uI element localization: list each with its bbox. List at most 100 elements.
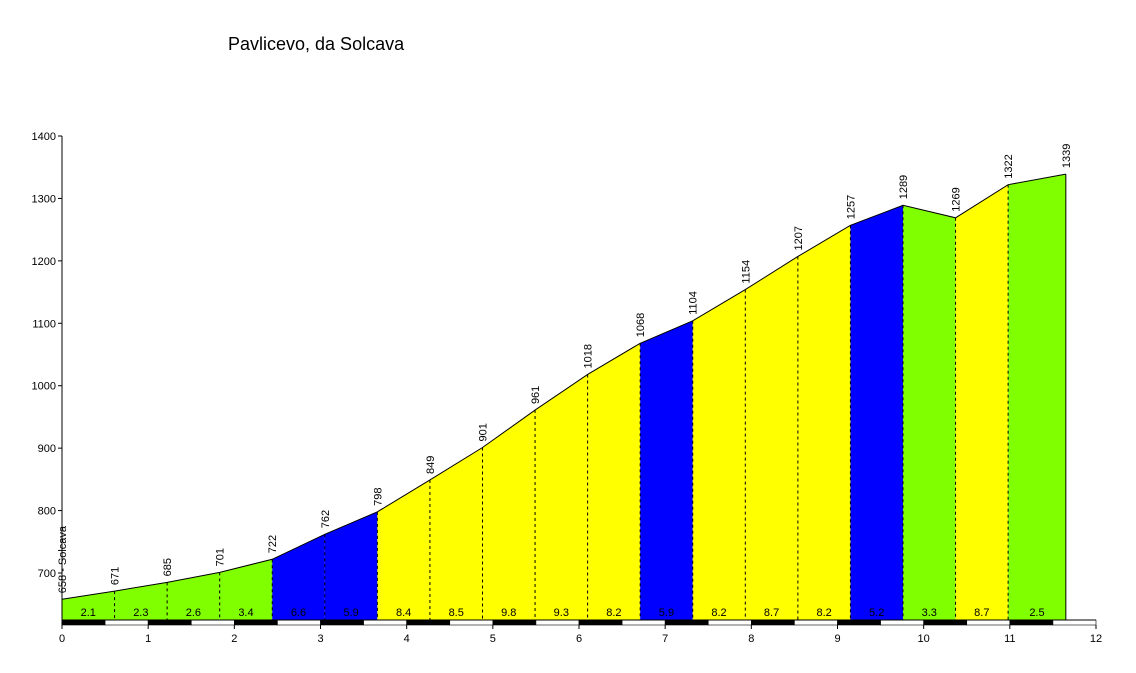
km-scale-cell xyxy=(923,619,968,626)
segment-area xyxy=(850,205,903,620)
gradient-label: 8.2 xyxy=(816,607,831,619)
km-scale-cell xyxy=(320,619,364,626)
gradient-label: 3.3 xyxy=(922,607,937,619)
elevation-label: 1154 xyxy=(740,260,752,284)
x-tick-label: 4 xyxy=(404,633,410,645)
km-scale-cell xyxy=(492,619,537,626)
gradient-label: 9.8 xyxy=(501,607,516,619)
segment-area xyxy=(114,582,168,620)
segment-area xyxy=(745,256,798,620)
km-scale-cell xyxy=(751,619,795,626)
x-tick-label: 0 xyxy=(59,633,65,645)
segment-area xyxy=(692,289,746,620)
km-scale-cell xyxy=(535,619,580,626)
segment-area xyxy=(429,447,483,620)
elevation-label: 849 xyxy=(425,456,437,474)
segment-area xyxy=(955,184,1009,621)
km-scale-cell xyxy=(966,619,1011,626)
elevation-label: 722 xyxy=(267,535,279,553)
gradient-label: 8.4 xyxy=(396,607,411,619)
profile-line xyxy=(61,173,1066,600)
x-tick-label: 8 xyxy=(748,633,754,645)
segment-area xyxy=(167,572,220,620)
elevation-label: 798 xyxy=(372,487,384,505)
km-scale-cell xyxy=(61,619,106,626)
km-scale-cell xyxy=(234,619,278,626)
segment-area xyxy=(1008,174,1066,621)
gradient-labels: 2.1 2.3 2.6 3.4 6.6 5.9 8.4 8.5 9.8 9.3 8.2 5.9 8.2 8… xyxy=(81,607,1045,619)
x-tick-label: 6 xyxy=(576,633,582,645)
km-scale-cell xyxy=(449,619,494,626)
km-scale-cell xyxy=(837,619,881,626)
km-scale-cell xyxy=(277,619,321,626)
segment-area xyxy=(219,559,273,620)
gradient-label: 8.5 xyxy=(449,607,464,619)
gradient-label: 8.2 xyxy=(606,607,621,619)
elevation-label: 1018 xyxy=(583,344,595,368)
x-tick-label: 2 xyxy=(231,633,237,645)
gradient-label: 8.7 xyxy=(764,607,779,619)
elevation-label: 901 xyxy=(477,423,489,441)
km-scale-cell xyxy=(147,619,192,626)
elevation-label: 1339 xyxy=(1061,144,1073,168)
km-scale-cell xyxy=(621,619,666,626)
segment-dividers xyxy=(114,174,1067,620)
segment-area xyxy=(62,591,115,620)
elevation-label: 685 xyxy=(162,558,174,576)
km-scale-cell xyxy=(664,619,709,626)
gradient-label: 6.6 xyxy=(291,607,306,619)
segment-area xyxy=(482,410,536,620)
y-tick-label: 1400 xyxy=(32,131,56,143)
x-tick-label: 11 xyxy=(1004,633,1015,645)
segment-area xyxy=(535,374,588,620)
elevation-label: 671 xyxy=(110,567,122,585)
gradient-label: 8.7 xyxy=(974,607,989,619)
elevation-label: 658 - Solcava xyxy=(57,525,69,593)
gradient-label: 5.9 xyxy=(343,607,358,619)
km-scale-cell xyxy=(578,619,623,626)
gradient-label: 2.6 xyxy=(186,607,201,619)
segment-area xyxy=(797,225,851,620)
km-scale-cell xyxy=(880,619,924,626)
km-scale-cell xyxy=(794,619,838,626)
y-tick-label: 1300 xyxy=(32,193,56,205)
elevation-label: 1289 xyxy=(898,175,910,199)
x-tick-label: 9 xyxy=(834,633,840,645)
y-tick-label: 800 xyxy=(38,506,56,518)
y-tick-label: 1100 xyxy=(32,318,56,330)
x-tick-label: 12 xyxy=(1090,633,1102,645)
segment-area xyxy=(272,534,325,620)
gradient-label: 9.3 xyxy=(554,607,569,619)
gradient-segments xyxy=(62,174,1066,621)
km-scale-cell xyxy=(406,619,451,626)
segment-area xyxy=(377,479,430,620)
x-tick-label: 5 xyxy=(490,633,496,645)
y-tick-label: 1000 xyxy=(32,381,56,393)
x-tick-label: 7 xyxy=(662,633,668,645)
segment-area xyxy=(587,343,641,620)
gradient-label: 2.5 xyxy=(1029,607,1044,619)
elevation-label: 1104 xyxy=(688,291,700,315)
gradient-label: 3.4 xyxy=(238,607,253,619)
chart-title: Pavlicevo, da Solcava xyxy=(228,34,405,54)
elevation-label: 961 xyxy=(530,386,542,404)
gradient-label: 2.1 xyxy=(81,607,96,619)
x-tick-label: 3 xyxy=(317,633,323,645)
elevation-label: 1269 xyxy=(951,187,963,211)
segment-area xyxy=(902,205,956,620)
gradient-label: 2.3 xyxy=(133,607,148,619)
km-scale-cell xyxy=(1052,619,1097,626)
segment-area xyxy=(324,511,378,620)
elevation-label: 1257 xyxy=(845,195,857,219)
y-tick-label: 1200 xyxy=(32,256,56,268)
elevation-label: 1068 xyxy=(635,313,647,337)
km-scale-cell xyxy=(707,619,752,626)
elevation-label: 1322 xyxy=(1003,154,1015,178)
km-scale-cell xyxy=(1009,619,1054,626)
axes: 700 800 900 1000 1100 1200 1300 1400 xyxy=(32,131,63,626)
km-scale-cell xyxy=(190,619,235,626)
elevation-label: 1207 xyxy=(793,226,805,250)
km-scale-cell xyxy=(104,619,149,626)
km-scale-bar: 0 1 2 3 4 5 6 7 8 9 10 11 12 xyxy=(59,619,1102,645)
